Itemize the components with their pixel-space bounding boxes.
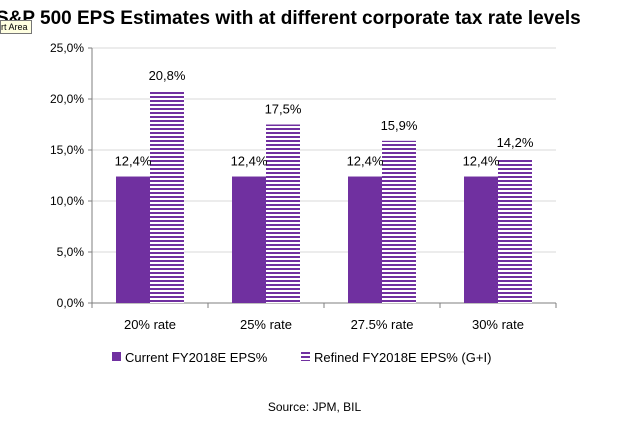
y-tick-label: 15,0% [50, 143, 84, 157]
y-tick-label: 10,0% [50, 194, 84, 208]
legend-label-2: Refined FY2018E EPS% (G+I) [314, 350, 491, 365]
tooltip-text: rt Area [1, 22, 28, 32]
data-label: 15,9% [381, 118, 418, 133]
bar-series-2 [498, 158, 532, 303]
data-label: 12,4% [463, 154, 500, 169]
bar-series-1 [116, 176, 150, 303]
chart-area-tooltip: rt Area [0, 20, 32, 34]
bar-series-1 [232, 176, 266, 303]
y-tick-label: 25,0% [50, 41, 84, 55]
data-label: 14,2% [497, 135, 534, 150]
bar-series-1 [348, 176, 382, 303]
data-label: 17,5% [265, 102, 302, 117]
chart-title: S&P 500 EPS Estimates with at different … [0, 5, 629, 31]
x-tick-label: 27.5% rate [351, 317, 414, 332]
legend-swatch-2 [301, 352, 310, 361]
bar-layer [116, 90, 532, 303]
y-tick-label: 0,0% [57, 296, 85, 310]
bar-series-2 [382, 140, 416, 303]
x-tick-label: 25% rate [240, 317, 292, 332]
data-label: 12,4% [347, 154, 384, 169]
legend-layer: Current FY2018E EPS% Refined FY2018E EPS%… [112, 350, 491, 365]
source-note: Source: JPM, BIL [267, 400, 362, 414]
legend-label-1: Current FY2018E EPS% [125, 350, 268, 365]
data-label: 20,8% [149, 68, 186, 83]
bar-series-2 [150, 90, 184, 303]
y-tick-label: 20,0% [50, 92, 84, 106]
data-label: 12,4% [231, 154, 268, 169]
data-label: 12,4% [115, 154, 152, 169]
bar-series-2 [266, 124, 300, 303]
legend-swatch-1 [112, 352, 121, 361]
bar-series-1 [464, 176, 498, 303]
y-tick-label: 5,0% [57, 245, 85, 259]
chart-title-text: S&P 500 EPS Estimates with at different … [0, 8, 581, 29]
x-tick-label: 30% rate [472, 317, 524, 332]
x-tick-label: 20% rate [124, 317, 176, 332]
label-layer: 12,4% 20,8% 12,4% 17,5% 12,4% 15,9% 12,4% 14,2% [115, 68, 534, 169]
